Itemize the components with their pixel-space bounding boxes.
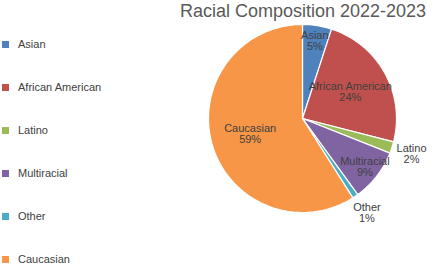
svg-text:Caucasian59%: Caucasian59% xyxy=(224,122,276,145)
html-text:African American: African American xyxy=(18,81,102,93)
html-text:Caucasian: Caucasian xyxy=(18,253,70,264)
svg-text:Other1%: Other1% xyxy=(353,201,381,224)
svg-text:Multiracial9%: Multiracial9% xyxy=(340,155,390,178)
html-text:Latino: Latino xyxy=(18,124,48,136)
html-text:Racial Composition 2022-2023: Racial Composition 2022-2023 xyxy=(179,1,427,21)
svg-text:Latino2%: Latino2% xyxy=(397,142,427,165)
svg-text:African American24%: African American24% xyxy=(309,80,392,103)
html-text:Other: Other xyxy=(18,210,46,222)
svg-text:Asian5%: Asian5% xyxy=(301,29,329,52)
html-text:Multiracial: Multiracial xyxy=(18,167,68,179)
html-text:Asian: Asian xyxy=(18,38,46,50)
